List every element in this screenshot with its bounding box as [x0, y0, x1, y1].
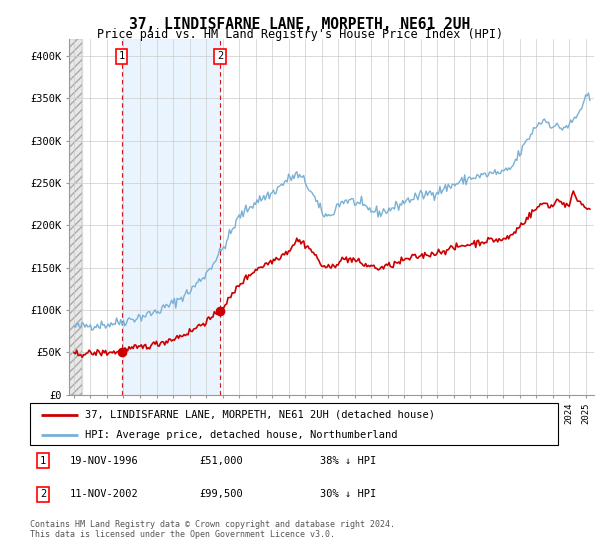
Text: 2: 2 — [40, 489, 46, 500]
Text: 30% ↓ HPI: 30% ↓ HPI — [320, 489, 377, 500]
Text: Price paid vs. HM Land Registry's House Price Index (HPI): Price paid vs. HM Land Registry's House … — [97, 28, 503, 41]
Text: Contains HM Land Registry data © Crown copyright and database right 2024.
This d: Contains HM Land Registry data © Crown c… — [30, 520, 395, 539]
Text: 1: 1 — [40, 456, 46, 466]
Text: 38% ↓ HPI: 38% ↓ HPI — [320, 456, 377, 466]
Bar — [69, 39, 82, 395]
Bar — [121, 39, 220, 395]
Text: 19-NOV-1996: 19-NOV-1996 — [70, 456, 139, 466]
Text: HPI: Average price, detached house, Northumberland: HPI: Average price, detached house, Nort… — [85, 430, 398, 440]
Text: £99,500: £99,500 — [199, 489, 243, 500]
Text: 37, LINDISFARNE LANE, MORPETH, NE61 2UH: 37, LINDISFARNE LANE, MORPETH, NE61 2UH — [130, 17, 470, 32]
Text: £51,000: £51,000 — [199, 456, 243, 466]
Text: 1: 1 — [118, 51, 125, 61]
Bar — [69, 39, 82, 395]
Text: 11-NOV-2002: 11-NOV-2002 — [70, 489, 139, 500]
Text: 2: 2 — [217, 51, 223, 61]
Text: 37, LINDISFARNE LANE, MORPETH, NE61 2UH (detached house): 37, LINDISFARNE LANE, MORPETH, NE61 2UH … — [85, 409, 436, 419]
